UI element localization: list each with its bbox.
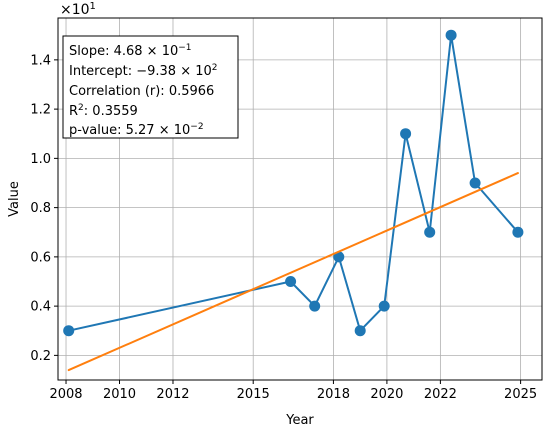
x-tick-label: 2012 bbox=[156, 387, 189, 402]
x-tick-label: 2010 bbox=[103, 387, 136, 402]
data-point bbox=[354, 325, 366, 337]
y-axis-title: Value bbox=[7, 181, 22, 217]
data-point bbox=[309, 300, 321, 312]
y-tick-label: 0.4 bbox=[30, 300, 51, 315]
y-tick-label: 1.4 bbox=[30, 53, 51, 68]
data-point bbox=[469, 177, 481, 189]
x-tick-label: 2025 bbox=[504, 387, 537, 402]
x-tick-label: 2008 bbox=[49, 387, 82, 402]
stats-slope: Slope: 4.68 × 10−1 bbox=[69, 43, 192, 59]
y-tick-label: 1.2 bbox=[30, 103, 51, 118]
stats-r-squared: R2: 0.3559 bbox=[69, 103, 138, 119]
stats-box: Slope: 4.68 × 10−1 Intercept: −9.38 × 10… bbox=[62, 35, 239, 139]
x-tick-label: 2022 bbox=[424, 387, 457, 402]
x-tick-label: 2015 bbox=[237, 387, 270, 402]
x-axis: 2008 2010 2012 2015 2018 2020 2022 2025 bbox=[49, 380, 537, 402]
grid bbox=[58, 18, 542, 380]
data-point bbox=[512, 226, 524, 238]
stats-p-value: p-value: 5.27 × 10−2 bbox=[69, 122, 204, 138]
series-layer bbox=[63, 29, 524, 372]
data-point bbox=[285, 276, 297, 287]
data-point bbox=[378, 300, 390, 312]
data-point bbox=[400, 128, 412, 140]
y-tick-label: 0.6 bbox=[30, 250, 51, 265]
x-tick-label: 2020 bbox=[370, 387, 403, 402]
x-tick-label: 2018 bbox=[317, 387, 350, 402]
y-multiplier-label: ×101 bbox=[60, 1, 96, 19]
data-point bbox=[445, 29, 457, 41]
trend-line bbox=[67, 172, 519, 372]
plot-frame bbox=[57, 17, 543, 381]
y-tick-label: 1.0 bbox=[30, 152, 51, 167]
y-axis: 0.2 0.4 0.6 0.8 1.0 1.2 1.4 bbox=[30, 53, 58, 364]
y-tick-label: 0.2 bbox=[30, 349, 51, 364]
stats-intercept: Intercept: −9.38 × 102 bbox=[69, 63, 218, 79]
y-tick-label: 0.8 bbox=[30, 201, 51, 216]
data-point bbox=[424, 226, 436, 238]
stats-correlation: Correlation (r): 0.5966 bbox=[69, 84, 214, 99]
x-axis-title: Year bbox=[285, 413, 314, 428]
data-point bbox=[63, 325, 75, 337]
data-point bbox=[333, 251, 345, 263]
